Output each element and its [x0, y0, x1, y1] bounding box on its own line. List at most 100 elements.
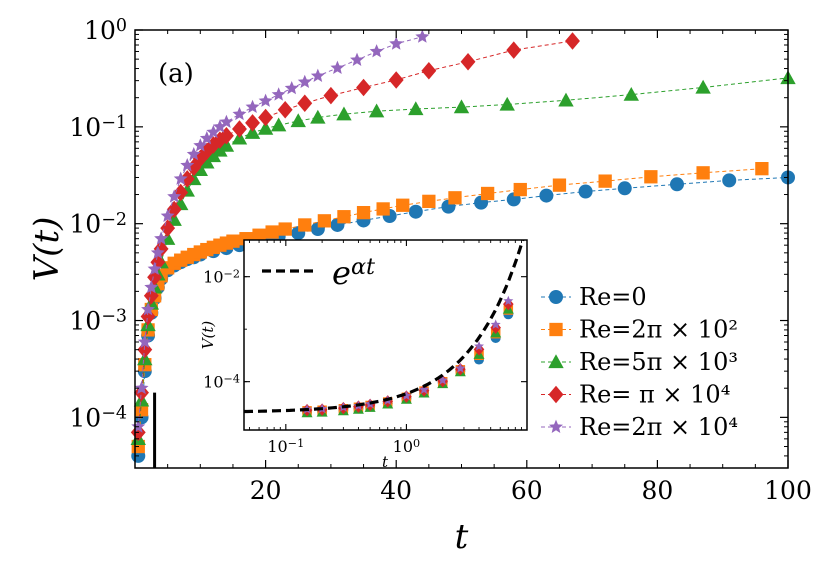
- data-point-4-17: [219, 114, 234, 129]
- data-point-0-33: [722, 173, 737, 188]
- y-tick-label-exp: 0: [116, 16, 127, 36]
- data-point-1-29: [422, 194, 436, 209]
- legend-entry-1: Re=2π × 10²: [541, 316, 738, 344]
- legend-marker: [549, 419, 563, 433]
- data-point-3-8: [160, 219, 176, 237]
- y-tick-label-base: 10: [69, 113, 101, 142]
- y-tick-label-base: 10: [84, 16, 116, 45]
- series-2: [130, 70, 796, 446]
- inset-y-tick-label-base: 10: [203, 268, 223, 287]
- inset-y-tick-label: 10−2: [203, 268, 240, 287]
- data-point-4-1: [134, 380, 149, 395]
- data-point-4-21: [271, 87, 286, 101]
- data-point-4-3: [141, 302, 156, 316]
- data-point-0-32: [669, 177, 684, 192]
- data-point-3-23: [323, 86, 339, 105]
- y-tick-label-exp: −3: [101, 307, 127, 327]
- legend-label: Re=0: [579, 283, 647, 311]
- data-point-4-19: [245, 99, 260, 114]
- data-point-1-36: [696, 166, 710, 180]
- y-tick-label: 10−2: [69, 210, 127, 239]
- legend-marker: [549, 290, 563, 304]
- legend-label: Re=2π × 10⁴: [579, 413, 738, 441]
- inset-x-tick-label-base: 10: [393, 437, 413, 456]
- inset-x-tick-label-exp: 0: [413, 437, 420, 450]
- legend-entry-3: Re= π × 10⁴: [541, 381, 730, 409]
- data-point-2-29: [558, 92, 574, 107]
- data-point-4-26: [350, 52, 365, 66]
- data-point-3-22: [297, 94, 313, 113]
- inset-x-tick-label: 100: [393, 437, 420, 456]
- data-point-4-23: [297, 74, 312, 89]
- data-point-4-22: [284, 80, 299, 95]
- inset-y-tick-label: 10−4: [203, 373, 240, 392]
- inset-legend-label: eαt: [332, 254, 376, 292]
- data-point-4-28: [389, 36, 404, 50]
- x-tick-label: 60: [511, 476, 543, 505]
- data-point-1-25: [337, 210, 351, 224]
- data-point-4-24: [310, 68, 325, 82]
- data-point-4-9: [167, 189, 182, 203]
- x-tick-label: 40: [380, 476, 412, 505]
- data-point-0-30: [578, 184, 593, 199]
- data-point-1-26: [356, 205, 371, 220]
- data-point-2-27: [453, 99, 470, 114]
- series-line-0: [137, 177, 789, 456]
- data-point-0-25: [408, 204, 423, 219]
- inset-x-axis-label: t: [382, 453, 389, 471]
- data-point-3-25: [388, 71, 404, 89]
- legend-marker: [548, 385, 564, 404]
- data-point-3-29: [565, 32, 580, 50]
- y-tick-label: 10−1: [69, 113, 127, 142]
- y-tick-label-exp: −2: [101, 210, 127, 230]
- data-point-3-21: [277, 101, 293, 119]
- data-point-1-31: [480, 186, 495, 201]
- inset-x-tick-label-exp: −1: [288, 437, 305, 450]
- inset-y-tick-label-base: 10: [203, 373, 223, 392]
- inset-legend-label-exp: αt: [351, 254, 376, 280]
- y-tick-label: 10−4: [69, 403, 127, 432]
- data-point-1-22: [278, 222, 292, 236]
- inset-point-4-6: [401, 390, 412, 401]
- x-tick-label: 20: [250, 476, 282, 505]
- legend-entry-4: Re=2π × 10⁴: [541, 413, 738, 441]
- data-point-2-17: [218, 137, 235, 152]
- inset-content: [244, 240, 525, 418]
- data-point-1-35: [644, 170, 658, 184]
- legend-marker: [549, 322, 563, 337]
- data-point-2-28: [499, 96, 515, 111]
- data-point-3-24: [356, 78, 371, 97]
- y-tick-label-exp: −1: [101, 113, 127, 133]
- inset-y-tick-label-exp: −2: [224, 268, 241, 281]
- data-point-2-30: [623, 86, 639, 101]
- inset-x-tick-label-base: 10: [267, 437, 287, 456]
- data-point-4-7: [154, 231, 169, 245]
- inset-x-tick-label: 10−1: [267, 437, 304, 456]
- data-point-4-11: [180, 158, 195, 172]
- y-tick-label-base: 10: [69, 403, 101, 432]
- inset-point-4-9: [455, 363, 466, 373]
- y-tick-label: 10−3: [69, 307, 127, 336]
- data-point-2-26: [408, 101, 424, 116]
- data-point-2-24: [336, 106, 352, 121]
- series-4: [131, 29, 430, 433]
- data-point-2-31: [695, 79, 711, 94]
- data-point-1-28: [396, 198, 410, 212]
- data-point-1-27: [376, 202, 390, 216]
- data-point-1-21: [265, 225, 279, 239]
- data-point-4-10: [173, 171, 188, 185]
- legend-entry-0: Re=0: [541, 283, 647, 311]
- data-point-1-23: [298, 218, 312, 232]
- data-point-3-7: [153, 240, 169, 258]
- data-point-1-33: [552, 178, 567, 192]
- inset-point-4-11: [490, 319, 501, 329]
- data-point-1-30: [448, 191, 462, 205]
- data-point-4-8: [160, 208, 175, 222]
- y-tick-label-base: 10: [69, 210, 101, 239]
- data-point-2-9: [166, 211, 182, 226]
- legend-label: Re=2π × 10²: [579, 316, 738, 344]
- data-point-1-34: [598, 174, 612, 188]
